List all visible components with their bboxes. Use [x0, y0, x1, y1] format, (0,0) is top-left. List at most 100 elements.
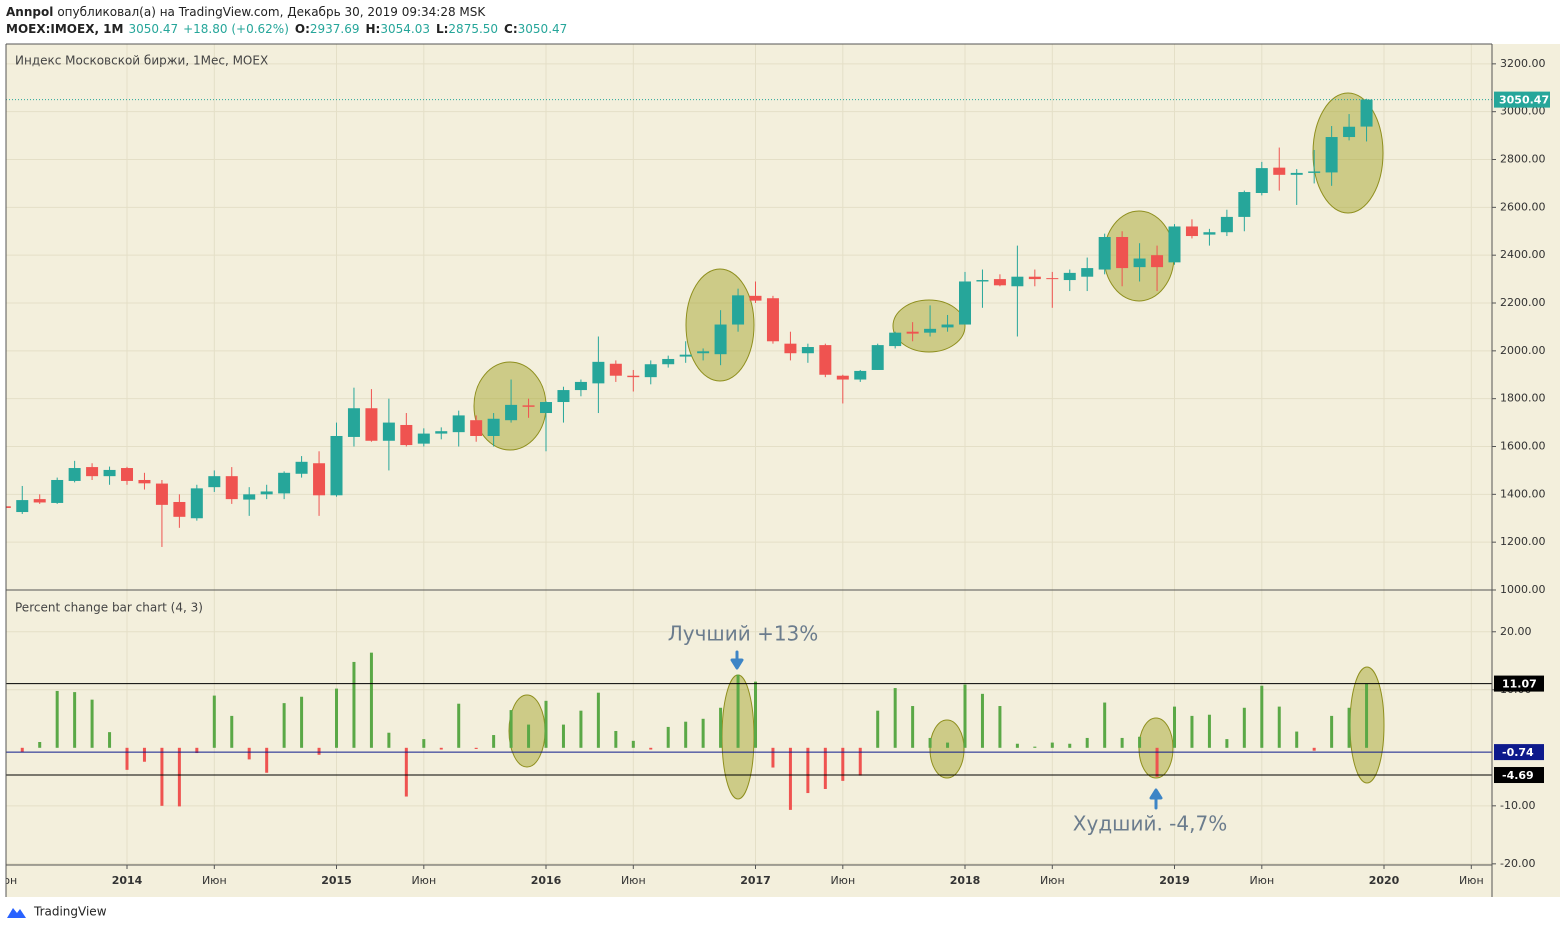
chart-background [6, 44, 1560, 897]
candle-body [16, 500, 29, 513]
candle-body [714, 324, 727, 355]
last-price-label: 3050.47 [1499, 94, 1549, 107]
candle-body [766, 298, 779, 342]
level-label: -0.74 [1502, 746, 1534, 759]
bar [125, 747, 129, 770]
candle-body [400, 424, 413, 446]
candle-body [487, 418, 500, 436]
level-box [1494, 675, 1544, 692]
price-annotations [473, 92, 1384, 451]
ohlc-value: 3054.03 [380, 22, 430, 36]
bar [108, 732, 112, 748]
bars [6, 652, 1492, 810]
bar [631, 740, 635, 748]
ohlc-key: C: [504, 22, 518, 36]
bar [177, 747, 181, 807]
y-tick-label: 1800.00 [1500, 392, 1546, 405]
y-tick-label: 1000.00 [1500, 583, 1546, 596]
x-tick-label: 2020 [1369, 874, 1400, 887]
bar [1260, 685, 1264, 748]
bar [1365, 683, 1369, 748]
candle-body [732, 295, 745, 325]
candle-body [138, 479, 151, 484]
annotation: Лучший +13% [668, 622, 819, 646]
bar [492, 735, 496, 748]
bar [1015, 743, 1019, 748]
bar [1155, 747, 1159, 777]
ohlc-key: O: [295, 22, 310, 36]
x-tick-label: 2017 [740, 874, 771, 887]
y-tick-label: -20.00 [1500, 857, 1535, 870]
x-tick-label: Июн [1249, 874, 1274, 887]
candle-body [278, 472, 291, 494]
candle-body [1098, 237, 1111, 270]
bar [1347, 707, 1351, 748]
x-tick-label: Июн [411, 874, 436, 887]
bar [1295, 731, 1299, 748]
y-tick-label: 2800.00 [1500, 153, 1546, 166]
candle-body [697, 351, 710, 354]
header-line: Annpol опубликовал(а) на TradingView.com,… [6, 5, 486, 19]
candle-body [784, 343, 797, 354]
candle-body [976, 280, 989, 282]
candle-body [208, 476, 221, 488]
symbol: MOEX:IMOEX, 1M [6, 22, 123, 36]
x-tick-label: Июн [1459, 874, 1484, 887]
candle-body [1343, 126, 1356, 138]
candle-body [295, 461, 308, 474]
x-tick-label: Июн [1040, 874, 1065, 887]
candle-body [51, 479, 64, 503]
bar [142, 747, 146, 762]
author: Annpol [6, 5, 53, 19]
candle-body [68, 468, 81, 481]
annotation: Худший. -4,7% [1073, 812, 1227, 836]
x-tick-label: Июн [830, 874, 855, 887]
logo-icon [7, 908, 26, 918]
candle-body [1255, 168, 1268, 193]
ohlc-value: 2937.69 [310, 22, 360, 36]
candle-body [627, 375, 640, 378]
y-tick-label: 3000.00 [1500, 105, 1546, 118]
bar [474, 747, 478, 749]
bar [55, 690, 59, 748]
bar [212, 695, 216, 748]
candle-body [173, 501, 186, 517]
candle-body [190, 488, 203, 519]
y-tick-label: 2000.00 [1500, 344, 1546, 357]
bar [439, 747, 443, 750]
candle-body [86, 467, 99, 477]
bar [317, 747, 321, 755]
bar [614, 730, 618, 748]
bar [195, 747, 199, 754]
bar [38, 742, 42, 748]
candle-body [33, 499, 46, 503]
highlight [1103, 210, 1175, 302]
bar [1242, 707, 1246, 748]
bar [788, 747, 792, 810]
candle-body [574, 381, 587, 391]
candle-body [609, 363, 622, 376]
candles [6, 98, 1492, 547]
bar [946, 742, 950, 748]
ohlc-value: 2875.50 [448, 22, 498, 36]
bar [893, 688, 897, 748]
bar [352, 661, 356, 748]
candle-body [801, 347, 814, 354]
bar [160, 747, 164, 806]
bar [230, 715, 234, 748]
bar [369, 652, 373, 748]
published: опубликовал(а) на TradingView.com, Декаб… [57, 5, 486, 19]
price-axis: 1000.00 1200.00 1400.00 1600.00 1800.00 2000.… [1492, 57, 1550, 870]
bar [998, 706, 1002, 748]
candle-body [505, 404, 518, 421]
price-grid [6, 44, 1492, 590]
arrow-up [1149, 788, 1163, 810]
bar [1033, 746, 1037, 748]
last-price-box [1494, 91, 1550, 108]
candle-body [1046, 278, 1059, 280]
candle-body [1308, 171, 1321, 173]
time-axis: Июн 2014 Июн 2015 Июн 2016 Июн 2017 Июн 2018 Июн 20… [6, 865, 1484, 887]
bar [1068, 743, 1072, 748]
candle-body [6, 506, 11, 508]
candle-body [679, 354, 692, 357]
